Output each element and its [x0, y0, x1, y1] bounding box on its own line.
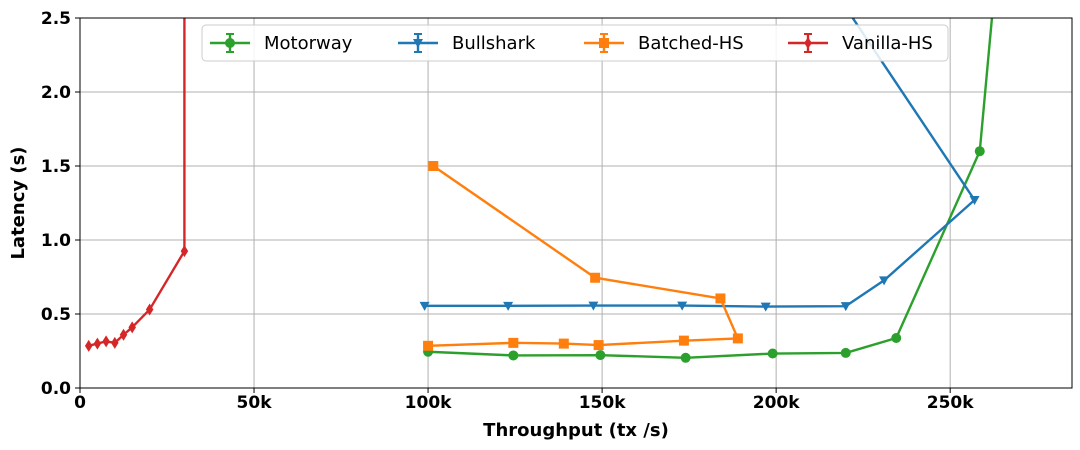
- y-tick-label: 1.5: [41, 157, 71, 177]
- data-point-batched-hs: [593, 340, 604, 351]
- data-point-vanilla-hs: [180, 245, 189, 258]
- legend-box: [201, 24, 949, 62]
- series-motorway: [423, 18, 994, 363]
- data-point-vanilla-hs: [145, 303, 154, 316]
- x-tick-label: 0: [74, 393, 86, 413]
- data-point-motorway: [891, 332, 902, 343]
- data-point-vanilla-hs: [84, 339, 93, 352]
- data-point-bullshark: [503, 301, 514, 311]
- legend-label: Batched-HS: [638, 33, 744, 54]
- series-bullshark: [419, 18, 980, 312]
- data-point-batched-hs: [558, 338, 569, 349]
- x-tick-label: 200k: [753, 393, 800, 413]
- series-line-batched-hs: [428, 165, 740, 348]
- y-tick-label: 0.5: [41, 305, 71, 325]
- y-tick-label: 0.0: [41, 379, 71, 399]
- data-point-motorway: [974, 146, 985, 157]
- legend-label: Motorway: [264, 33, 353, 54]
- x-axis-ticks: 0 50k 100k 150k 200k 250k: [74, 388, 974, 413]
- legend-marker-vanilla-hs: [804, 37, 812, 49]
- legend-marker-bullshark: [413, 39, 423, 48]
- series-batched-hs: [423, 161, 743, 351]
- legend: Motorway Bullshark Batched-HS Vanilla-HS: [201, 24, 949, 62]
- y-tick-label: 2.5: [41, 9, 71, 29]
- grid-lines: [79, 17, 1072, 389]
- data-point-motorway: [508, 350, 519, 361]
- data-point-bullshark: [879, 276, 890, 286]
- data-point-bullshark: [588, 301, 599, 311]
- plot-frame: [79, 17, 1073, 389]
- data-point-vanilla-hs: [128, 321, 136, 334]
- data-point-bullshark: [419, 301, 430, 311]
- legend-label: Vanilla-HS: [842, 33, 933, 54]
- legend-label: Bullshark: [452, 33, 536, 54]
- data-point-vanilla-hs: [102, 335, 110, 348]
- y-tick-label: 2.0: [41, 83, 71, 103]
- x-tick-label: 100k: [405, 393, 452, 413]
- data-point-motorway: [767, 348, 778, 359]
- data-point-bullshark: [760, 302, 771, 312]
- legend-marker-motorway: [225, 38, 235, 48]
- legend-entry-vanilla-hs: Vanilla-HS: [788, 33, 933, 54]
- x-tick-label: 150k: [579, 393, 626, 413]
- series-layer: [84, 18, 994, 363]
- data-point-batched-hs: [678, 335, 689, 346]
- data-point-batched-hs: [590, 272, 601, 283]
- data-point-batched-hs: [428, 161, 439, 171]
- data-point-batched-hs: [508, 337, 519, 348]
- data-point-motorway: [595, 350, 606, 361]
- y-tick-label: 1.0: [41, 231, 71, 251]
- data-point-bullshark: [969, 196, 980, 206]
- data-point-batched-hs: [715, 293, 726, 304]
- data-point-batched-hs: [423, 340, 434, 351]
- legend-entry-motorway: Motorway: [210, 33, 353, 54]
- series-line-vanilla-hs: [88, 18, 186, 347]
- data-point-motorway: [680, 352, 691, 363]
- series-vanilla-hs: [84, 18, 189, 352]
- data-point-batched-hs: [732, 333, 743, 344]
- legend-marker-batched-hs: [599, 38, 609, 48]
- data-point-bullshark: [840, 302, 851, 312]
- x-axis-label: Throughput (tx /s): [483, 420, 669, 441]
- y-axis-label: Latency (s): [8, 146, 29, 259]
- data-point-vanilla-hs: [93, 337, 102, 350]
- legend-entry-bullshark: Bullshark: [398, 33, 536, 54]
- legend-entry-batched-hs: Batched-HS: [584, 33, 744, 54]
- x-tick-label: 50k: [237, 393, 273, 413]
- data-point-bullshark: [677, 301, 688, 311]
- data-point-motorway: [840, 347, 851, 358]
- y-axis-ticks: 0.0 0.5 1.0 1.5 2.0 2.5: [41, 9, 80, 399]
- data-point-vanilla-hs: [111, 336, 119, 349]
- data-point-vanilla-hs: [119, 328, 128, 341]
- x-tick-label: 250k: [927, 393, 974, 413]
